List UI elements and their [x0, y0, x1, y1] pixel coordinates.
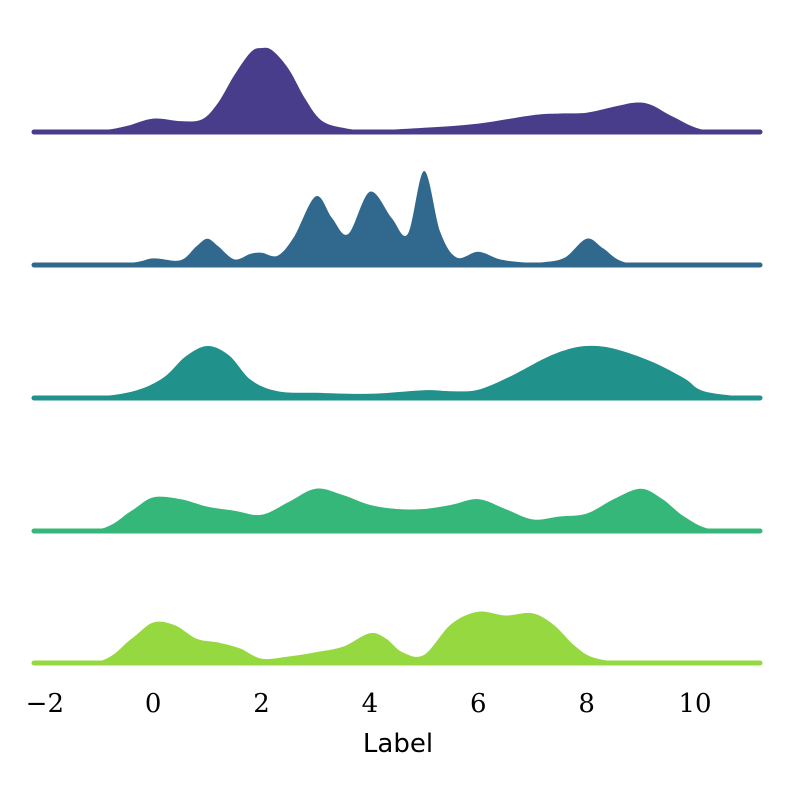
ridges-group: [31, 47, 763, 666]
x-tick-label: −2: [26, 689, 64, 719]
ridge-area-1: [34, 47, 760, 132]
x-tick-label: 2: [253, 689, 270, 719]
x-tick-label: 4: [362, 689, 379, 719]
x-tick-label: 10: [678, 689, 711, 719]
x-axis-label: Label: [363, 729, 433, 759]
ridge-area-5: [34, 611, 760, 663]
x-tick-labels: −2 0 2 4 6 8 10: [26, 689, 712, 719]
x-tick-label: 6: [470, 689, 487, 719]
ridge-area-4: [34, 488, 760, 531]
ridge-area-3: [34, 345, 760, 398]
x-tick-label: 0: [145, 689, 162, 719]
ridge-area-2: [34, 170, 760, 265]
x-tick-label: 8: [578, 689, 595, 719]
